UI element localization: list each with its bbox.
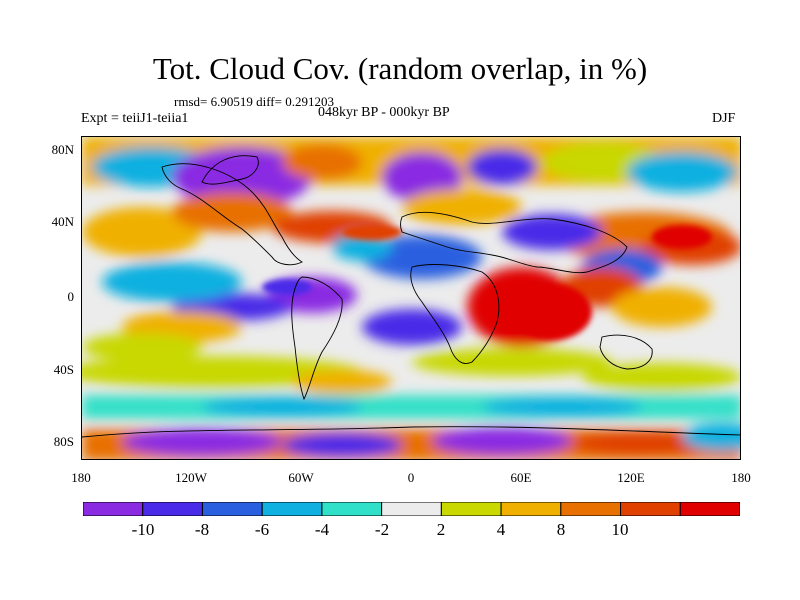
lon-label-180w: 180 <box>71 470 91 485</box>
lon-label-180e: 180 <box>731 470 751 485</box>
lat-label-40n: 40N <box>51 214 74 229</box>
colorbar-label: 2 <box>436 520 446 539</box>
lat-label-0: 0 <box>67 289 75 304</box>
colorbar-swatch <box>560 502 622 516</box>
colorbar-label: -4 <box>314 520 330 539</box>
lon-label-120w: 120W <box>175 470 207 485</box>
colorbar-swatch <box>201 502 263 516</box>
colorbar-label: -6 <box>254 520 270 539</box>
lon-label-120e: 120E <box>617 470 645 485</box>
colorbar-label: -8 <box>194 520 210 539</box>
colorbar-swatch <box>261 502 323 516</box>
colorbar-swatch <box>440 502 502 516</box>
colorbar-swatch <box>500 502 562 516</box>
period-label: 048kyr BP - 000kyr BP <box>318 105 450 120</box>
colorbar-label: 10 <box>611 520 629 539</box>
figure-title: Tot. Cloud Cov. (random overlap, in %) <box>152 51 648 86</box>
season-label: DJF <box>712 111 736 126</box>
colorbar-swatch <box>679 502 740 516</box>
field-detail-shapes <box>262 224 712 340</box>
colorbar-swatch <box>83 502 144 516</box>
stats-text: rmsd= 6.90519 diff= 0.291203 <box>174 94 334 109</box>
colorbar <box>83 502 740 516</box>
colorbar-swatch <box>381 502 442 516</box>
lat-label-80s: 80S <box>53 434 74 449</box>
lat-label-80n: 80N <box>51 142 74 157</box>
lat-label-40s: 40S <box>53 362 74 377</box>
map-svg <box>82 137 740 459</box>
colorbar-swatch <box>620 502 681 516</box>
colorbar-swatch <box>142 502 203 516</box>
cloud-cover-map <box>81 136 741 460</box>
experiment-label: Expt = teiiJ1-teiia1 <box>81 111 189 126</box>
lon-label-60e: 60E <box>510 470 532 485</box>
colorbar-label: -10 <box>131 520 155 539</box>
field-anomaly-shapes <box>82 137 740 459</box>
colorbar-label: 8 <box>556 520 566 539</box>
colorbar-swatch <box>321 502 383 516</box>
colorbar-label: 4 <box>496 520 506 539</box>
colorbar-label: -2 <box>374 520 390 539</box>
coastlines <box>82 155 740 438</box>
lon-label-60w: 60W <box>288 470 314 485</box>
lon-label-0: 0 <box>407 470 415 485</box>
